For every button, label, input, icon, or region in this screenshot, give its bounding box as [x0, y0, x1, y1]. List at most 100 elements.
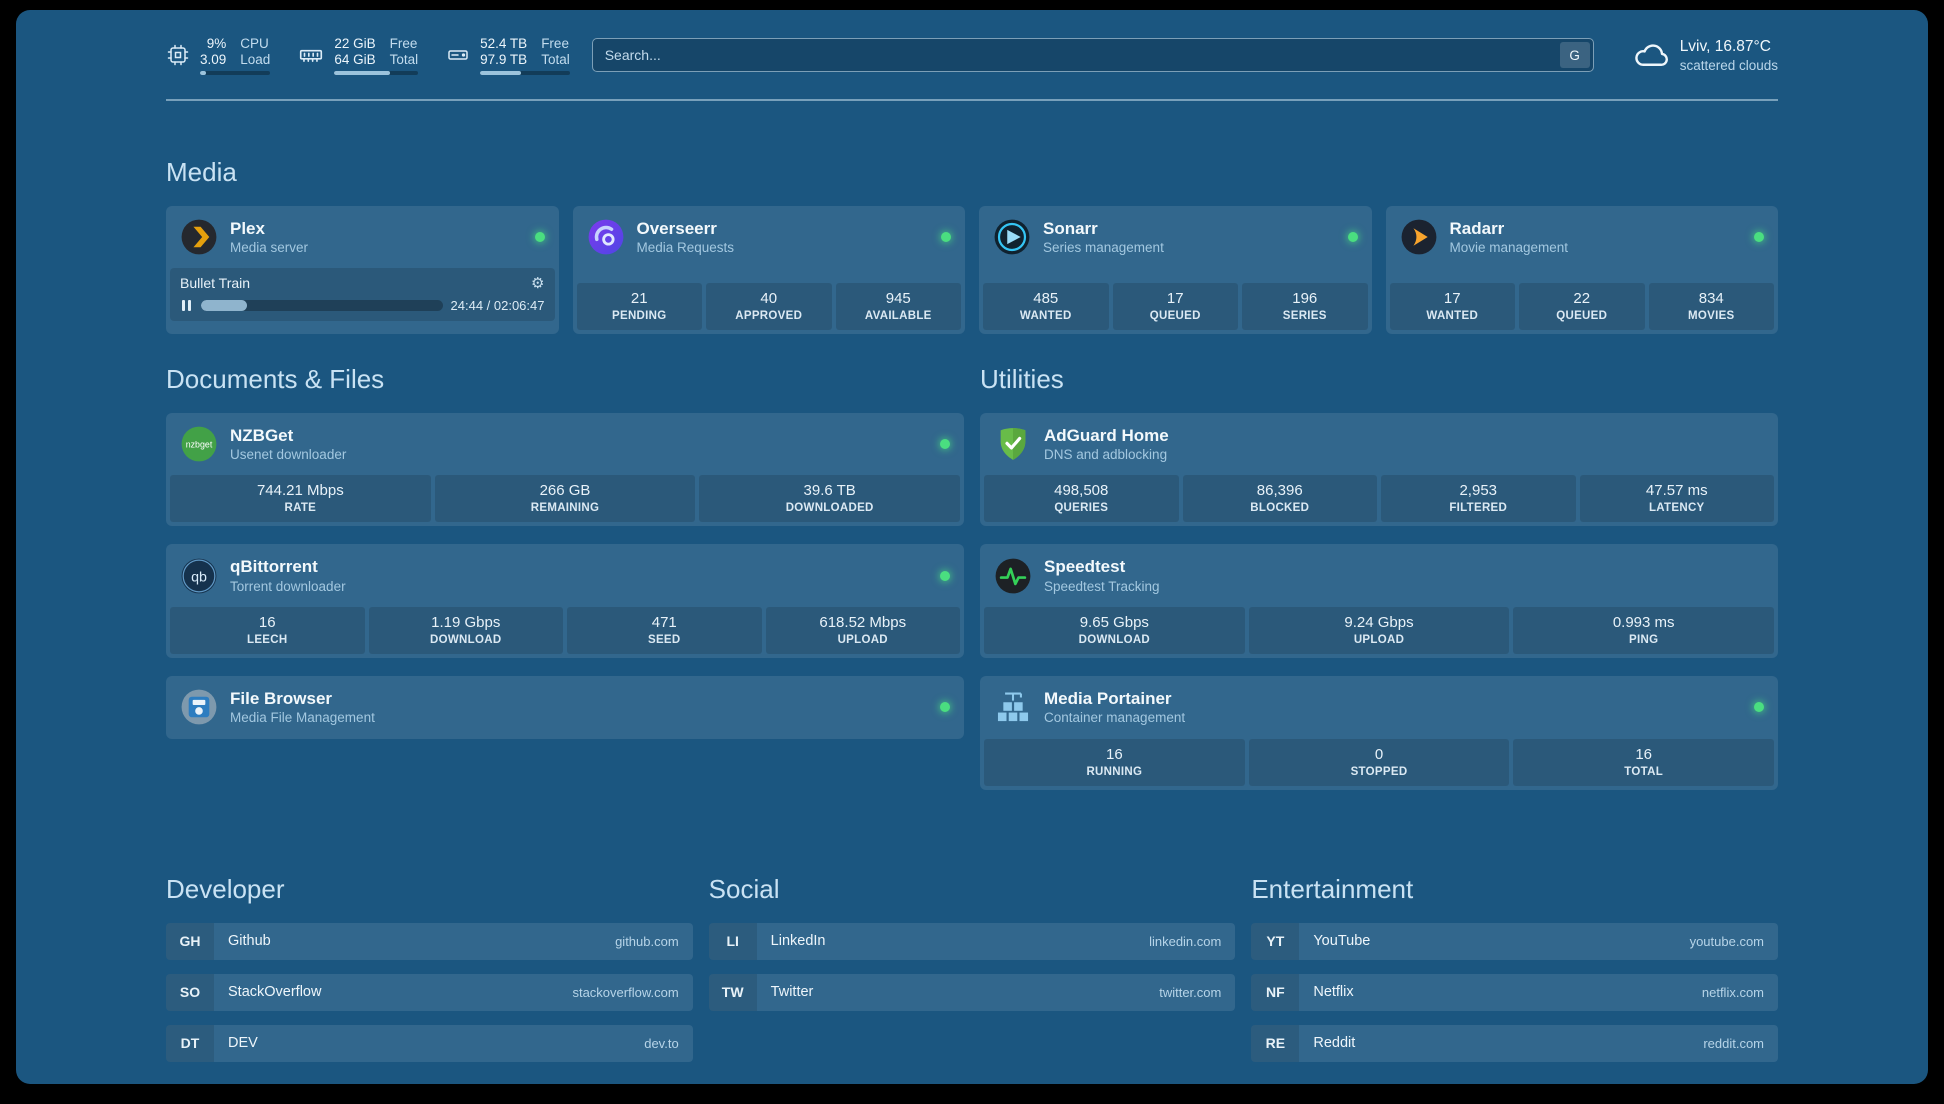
top-bar: 9% CPU 3.09 Load: [16, 10, 1928, 75]
service-link-sonarr[interactable]: Sonarr Series management: [979, 206, 1372, 269]
service-card-adguard: AdGuard Home DNS and adblocking 498,508 …: [980, 412, 1778, 527]
service-card-portainer: Media Portainer Container management 16 …: [980, 676, 1778, 790]
bookmarks-section: Developer GH Github github.com SO StackO…: [166, 873, 1779, 1076]
disk-total-label: Total: [541, 52, 570, 67]
resource-widgets: 9% CPU 3.09 Load: [166, 36, 570, 75]
section-documents: Documents & Files nzbget NZBGet Usenet d: [166, 364, 964, 757]
cloud-icon: [1632, 37, 1668, 73]
bookmark-abbr: DT: [166, 1024, 214, 1062]
stat-latency: 47.57 ms LATENCY: [1579, 475, 1774, 523]
stat-total: 16 TOTAL: [1513, 738, 1775, 786]
filebrowser-icon: [180, 688, 218, 726]
stat-available: 945 AVAILABLE: [835, 282, 961, 330]
service-subtitle: Movie management: [1449, 239, 1569, 255]
pause-button[interactable]: [180, 299, 193, 312]
bookmark-twitter[interactable]: TW Twitter twitter.com: [708, 973, 1236, 1011]
disk-progress-fill: [480, 71, 522, 75]
bookmark-label: Netflix: [1313, 984, 1354, 1001]
stat-stopped: 0 STOPPED: [1248, 738, 1510, 786]
stat-wanted: 485 WANTED: [983, 282, 1109, 330]
service-name: Sonarr: [1043, 218, 1098, 238]
stat-downloaded: 39.6 TB DOWNLOADED: [699, 475, 961, 523]
stat-filtered: 2,953 FILTERED: [1381, 475, 1576, 523]
stat-queued: 17 QUEUED: [1112, 282, 1238, 330]
service-stats: 16 LEECH 1.19 Gbps DOWNLOAD 471 SEED 6: [166, 607, 964, 658]
service-subtitle: Series management: [1043, 239, 1164, 255]
bookmark-domain: youtube.com: [1689, 933, 1765, 949]
cpu-load-value: 3.09: [200, 52, 227, 67]
memory-free-value: 22 GiB: [334, 36, 376, 51]
media-cards-row: Plex Media server Bullet Train ⚙: [166, 205, 1779, 334]
bookmark-github[interactable]: GH Github github.com: [166, 922, 693, 960]
bookmark-domain: stackoverflow.com: [572, 984, 679, 1000]
bookmark-label: Reddit: [1313, 1035, 1356, 1052]
service-link-plex[interactable]: Plex Media server: [166, 206, 559, 269]
status-dot: [1347, 231, 1358, 242]
service-link-overseerr[interactable]: Overseerr Media Requests: [573, 206, 966, 269]
cpu-widget: 9% CPU 3.09 Load: [166, 36, 271, 75]
stat-remaining: 266 GB REMAINING: [434, 475, 696, 523]
service-link-adguard[interactable]: AdGuard Home DNS and adblocking: [980, 413, 1778, 476]
bookmark-abbr: TW: [708, 973, 757, 1011]
nzbget-icon: nzbget: [180, 425, 218, 463]
bookmark-group-developer: Developer GH Github github.com SO StackO…: [166, 874, 693, 1076]
memory-free-label: Free: [389, 36, 418, 51]
service-link-radarr[interactable]: Radarr Movie management: [1386, 206, 1779, 269]
service-link-portainer[interactable]: Media Portainer Container management: [980, 676, 1778, 739]
weather-location: Lviv, 16.87°C: [1679, 37, 1771, 55]
bookmark-abbr: NF: [1251, 973, 1300, 1011]
service-link-nzbget[interactable]: nzbget NZBGet Usenet downloader: [166, 413, 964, 476]
bookmark-youtube[interactable]: YT YouTube youtube.com: [1251, 922, 1779, 960]
bookmark-group-social: Social LI LinkedIn linkedin.com TW Twitt…: [708, 874, 1236, 1025]
service-name: qBittorrent: [230, 557, 318, 577]
service-card-radarr: Radarr Movie management 17 WANTED 22 QUE…: [1385, 205, 1779, 334]
stat-rate: 744.21 Mbps RATE: [170, 475, 431, 523]
stat-download: 1.19 Gbps DOWNLOAD: [368, 607, 563, 655]
bookmark-reddit[interactable]: RE Reddit reddit.com: [1251, 1024, 1779, 1062]
settings-icon[interactable]: ⚙: [531, 275, 545, 293]
plex-icon: [180, 218, 218, 256]
section-title-entertainment: Entertainment: [1251, 873, 1414, 904]
bookmark-linkedin[interactable]: LI LinkedIn linkedin.com: [708, 922, 1236, 960]
playback-progress-bar[interactable]: [201, 300, 443, 312]
bookmark-domain: twitter.com: [1159, 984, 1222, 1000]
bookmark-label: Github: [228, 933, 271, 950]
bookmark-dev[interactable]: DT DEV dev.to: [166, 1024, 693, 1062]
memory-progress-bar: [334, 71, 419, 75]
bookmark-abbr: RE: [1251, 1024, 1300, 1062]
cpu-usage-label: CPU: [240, 36, 269, 51]
stat-wanted: 17 WANTED: [1389, 282, 1515, 330]
bookmark-stackoverflow[interactable]: SO StackOverflow stackoverflow.com: [166, 973, 693, 1011]
status-dot: [940, 570, 950, 581]
service-link-filebrowser[interactable]: File Browser Media File Management: [166, 676, 964, 739]
service-stats: 16 RUNNING 0 STOPPED 16 TOTAL: [980, 738, 1778, 790]
section-media: Media Plex Media server: [166, 157, 1778, 334]
search-input[interactable]: [591, 38, 1594, 73]
stat-seed: 471 SEED: [567, 607, 762, 655]
service-name: Radarr: [1449, 218, 1505, 238]
service-name: Plex: [230, 218, 265, 238]
disk-total-value: 97.9 TB: [480, 52, 528, 67]
stat-pending: 21 PENDING: [576, 282, 702, 330]
search-provider-button[interactable]: G: [1559, 42, 1590, 69]
service-link-speedtest[interactable]: Speedtest Speedtest Tracking: [980, 544, 1778, 607]
bookmark-label: LinkedIn: [770, 933, 826, 950]
section-utilities: Utilities AdGuard Home: [980, 364, 1778, 808]
service-subtitle: Media File Management: [230, 710, 375, 726]
stat-approved: 40 APPROVED: [706, 282, 832, 330]
service-link-qbittorrent[interactable]: qb qBittorrent Torrent downloader: [166, 544, 964, 607]
memory-widget: 22 GiB Free 64 GiB Total: [298, 36, 419, 75]
section-title-media: Media: [166, 156, 237, 187]
stat-running: 16 RUNNING: [984, 738, 1245, 786]
section-title-documents: Documents & Files: [166, 363, 385, 394]
section-title-developer: Developer: [166, 873, 285, 904]
cpu-progress-bar: [200, 71, 271, 75]
radarr-icon: [1400, 218, 1438, 256]
service-subtitle: Container management: [1044, 710, 1186, 726]
bookmark-netflix[interactable]: NF Netflix netflix.com: [1251, 973, 1779, 1011]
dashboard: 9% CPU 3.09 Load: [16, 10, 1928, 1084]
service-card-speedtest: Speedtest Speedtest Tracking 9.65 Gbps D…: [980, 544, 1778, 659]
dashboard-content: Media Plex Media server: [16, 157, 1928, 1076]
service-name: AdGuard Home: [1044, 425, 1169, 445]
service-stats: 21 PENDING 40 APPROVED 945 AVAILABLE: [573, 282, 966, 334]
